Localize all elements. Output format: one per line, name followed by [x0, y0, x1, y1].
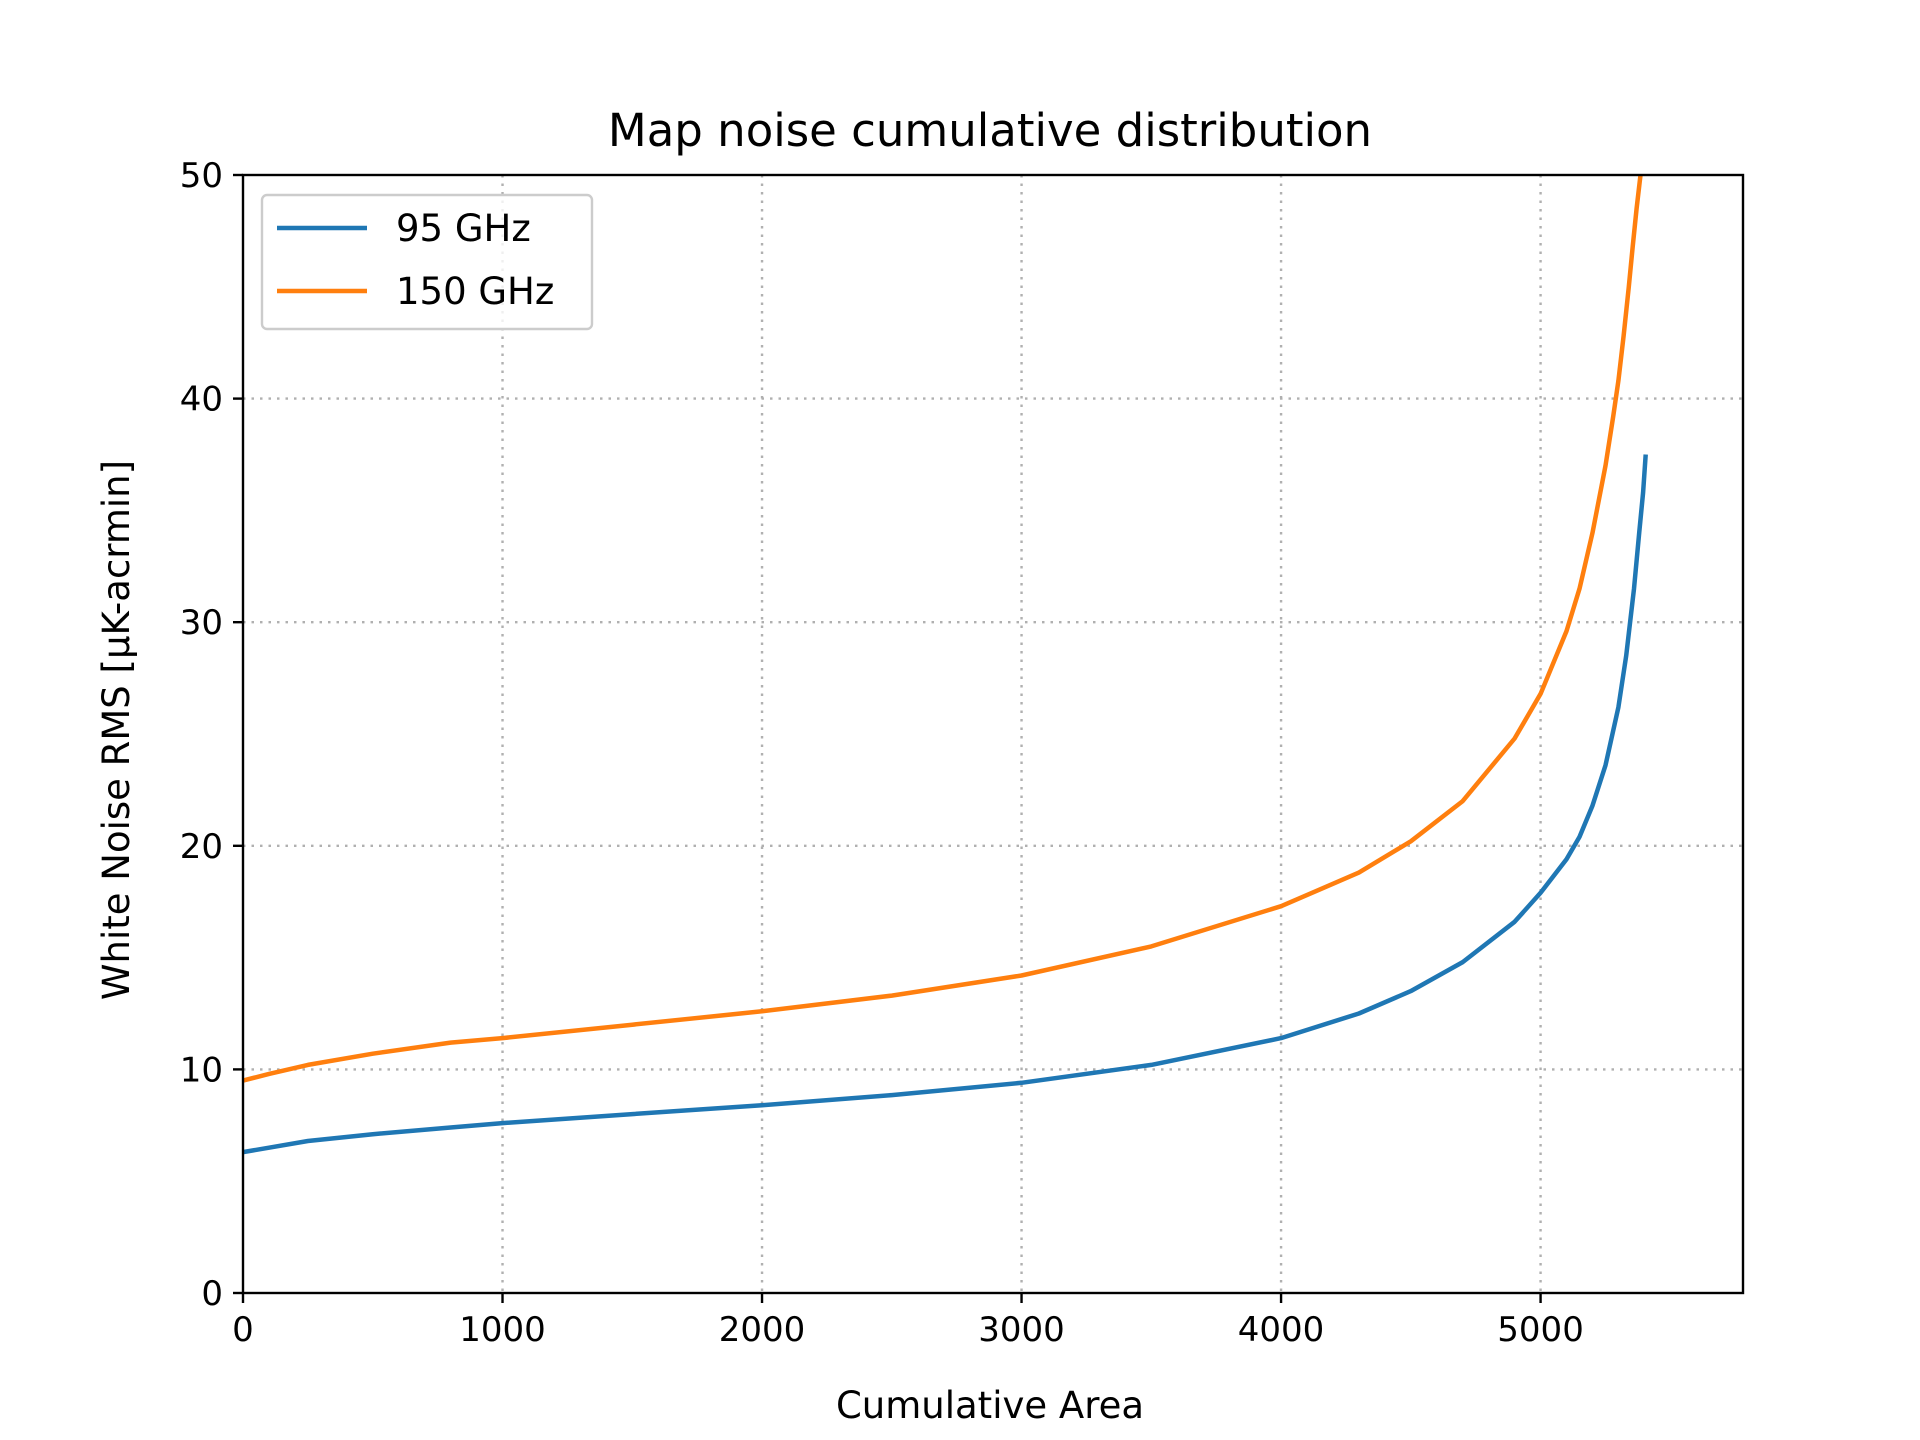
series-line-0 — [242, 454, 1648, 1155]
tick-layer: 0 1000 2000 3000 4000 5000 0 10 20 30 40 50 — [180, 156, 1584, 1350]
legend-label-95ghz: 95 GHz — [396, 207, 531, 250]
series-line-1 — [242, 174, 1643, 1083]
y-tick-label: 0 — [201, 1274, 223, 1314]
x-tick-label: 1000 — [459, 1310, 546, 1350]
x-tick-label: 5000 — [1497, 1310, 1584, 1350]
y-tick-label: 30 — [180, 603, 223, 643]
x-tick-label: 2000 — [719, 1310, 806, 1350]
series-layer — [242, 174, 1648, 1155]
chart-title: Map noise cumulative distribution — [608, 104, 1372, 157]
y-tick-label: 40 — [180, 380, 223, 420]
x-tick-label: 3000 — [978, 1310, 1065, 1350]
y-tick-label: 20 — [180, 827, 223, 867]
x-tick-label: 0 — [232, 1310, 254, 1350]
grid-layer — [243, 175, 1743, 1293]
y-tick-label: 50 — [180, 156, 223, 196]
legend: 95 GHz 150 GHz — [260, 193, 594, 331]
y-axis-label: White Noise RMS [μK-acrmin] — [95, 460, 138, 1000]
x-axis-label: Cumulative Area — [836, 1384, 1144, 1427]
x-tick-label: 4000 — [1238, 1310, 1325, 1350]
plot-area-frame — [241, 173, 1745, 1295]
legend-label-150ghz: 150 GHz — [396, 270, 554, 313]
y-tick-label: 10 — [180, 1050, 223, 1090]
